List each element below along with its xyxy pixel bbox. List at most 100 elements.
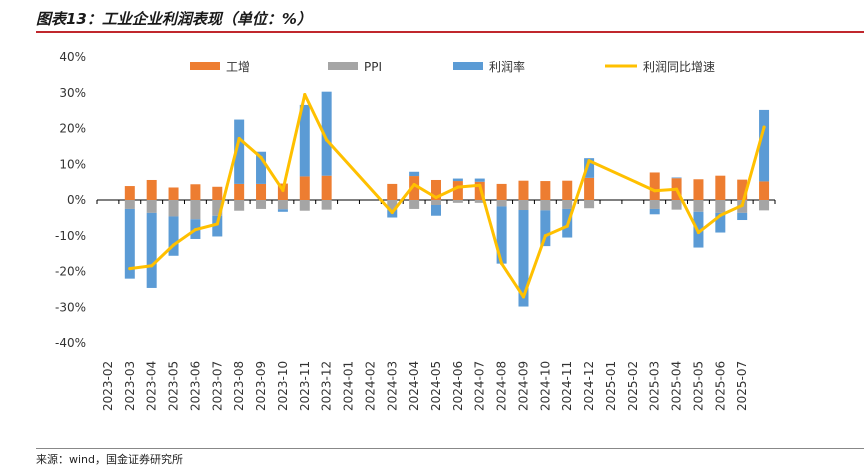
line-point-profit-yoy xyxy=(150,264,154,268)
x-tick-label: 2024-11 xyxy=(560,361,574,411)
x-tick-label: 2023-06 xyxy=(188,361,202,411)
bar-industry-growth xyxy=(299,176,310,200)
x-tick-label: 2023-11 xyxy=(298,361,312,411)
y-tick-label: -40% xyxy=(55,336,86,350)
x-tick-label: 2025-07 xyxy=(735,361,749,411)
bar-ppi xyxy=(431,200,441,206)
bar-profit-margin xyxy=(452,178,463,182)
line-point-profit-yoy xyxy=(281,188,285,192)
bar-industry-growth xyxy=(431,179,441,200)
bar-ppi xyxy=(409,200,420,209)
bar-profit-margin xyxy=(299,104,310,177)
line-point-profit-yoy xyxy=(718,213,722,217)
bar-profit-margin xyxy=(496,206,507,264)
bar-industry-growth xyxy=(146,179,157,200)
chart-title: 图表13：工业企业利润表现（单位：%） xyxy=(36,10,312,28)
line-point-profit-yoy xyxy=(478,183,482,187)
bar-profit-margin xyxy=(124,208,135,279)
line-point-profit-yoy xyxy=(696,230,701,235)
y-tick-label: 0% xyxy=(67,193,86,207)
bar-industry-growth xyxy=(190,184,201,200)
bar-profit-margin xyxy=(431,205,441,216)
line-point-profit-yoy xyxy=(500,262,504,266)
line-profit-yoy xyxy=(128,93,766,299)
bar-profit-margin xyxy=(277,209,288,212)
bar-ppi xyxy=(562,200,573,209)
y-tick-label: 20% xyxy=(59,122,86,136)
bar-ppi xyxy=(387,200,398,211)
line-point-profit-yoy xyxy=(325,138,329,142)
bar-ppi xyxy=(693,200,704,212)
bar-ppi xyxy=(518,200,529,211)
source-note: 来源：wind，国金证券研究所 xyxy=(36,453,184,466)
bar-ppi xyxy=(321,200,332,210)
legend-industry-growth-swatch xyxy=(190,62,220,70)
line-point-profit-yoy xyxy=(171,243,176,247)
y-tick-label: -20% xyxy=(55,265,86,279)
x-tick-label: 2024-03 xyxy=(385,361,399,411)
bar-profit-margin xyxy=(584,158,595,178)
bar-industry-growth xyxy=(496,183,507,200)
bar-ppi xyxy=(584,200,595,209)
x-tick-label: 2024-12 xyxy=(582,361,596,411)
x-tick-label: 2025-06 xyxy=(713,361,727,411)
bar-ppi xyxy=(299,200,310,211)
legend-profit-yoy-label: 利润同比增速 xyxy=(643,60,715,74)
bar-profit-margin xyxy=(474,178,485,182)
bar-ppi xyxy=(277,200,288,210)
x-tick-label: 2023-08 xyxy=(232,361,246,411)
bar-ppi xyxy=(256,200,267,209)
x-tick-label: 2024-01 xyxy=(342,361,356,411)
y-tick-label: 10% xyxy=(59,157,86,171)
x-tick-label: 2023-07 xyxy=(210,361,224,411)
x-tick-label: 2023-05 xyxy=(167,361,181,411)
bar-ppi xyxy=(234,200,245,211)
x-tick-label: 2023-12 xyxy=(320,361,334,411)
line-point-profit-yoy xyxy=(762,125,766,129)
title-rule xyxy=(36,31,864,33)
line-point-profit-yoy xyxy=(412,183,416,187)
bar-industry-growth xyxy=(693,179,704,200)
bar-industry-growth xyxy=(234,183,245,200)
x-tick-label: 2025-01 xyxy=(604,361,618,411)
bar-ppi xyxy=(540,200,551,211)
bar-ppi xyxy=(168,200,179,217)
line-point-profit-yoy xyxy=(215,222,219,226)
legend-profit-margin-label: 利润率 xyxy=(489,59,525,74)
bar-industry-growth xyxy=(759,181,770,200)
legend-profit-margin-swatch xyxy=(453,62,483,70)
bar-industry-growth xyxy=(562,180,573,200)
bar-industry-growth xyxy=(321,175,332,200)
bar-industry-growth xyxy=(409,176,420,200)
bar-profit-margin xyxy=(409,171,420,177)
y-tick-label: -30% xyxy=(55,300,86,314)
bar-ppi xyxy=(452,200,463,203)
line-point-profit-yoy xyxy=(434,195,438,200)
chart: -40% -30% -20% -10% 0% 10% 20% 30% 40% 2023-02 202… xyxy=(55,50,776,411)
bar-industry-growth xyxy=(124,186,135,200)
bar-profit-margin xyxy=(212,215,223,237)
bar-ppi xyxy=(715,200,726,213)
bar-ppi xyxy=(649,200,660,209)
x-tick-label: 2024-06 xyxy=(451,361,465,411)
line-point-profit-yoy xyxy=(565,224,569,228)
line-point-profit-yoy xyxy=(543,234,547,238)
bar-profit-margin xyxy=(256,151,267,184)
bar-ppi xyxy=(124,200,135,209)
x-tick-label: 2024-07 xyxy=(473,361,487,411)
legend-ppi-label: PPI xyxy=(364,60,382,74)
line-point-profit-yoy xyxy=(521,295,526,299)
bar-profit-margin xyxy=(737,212,748,221)
x-tick-label: 2023-03 xyxy=(123,361,137,411)
x-tick-label: 2023-02 xyxy=(101,361,115,411)
y-tick-label: 40% xyxy=(59,50,86,64)
x-tick-label: 2024-09 xyxy=(516,361,530,411)
y-tick-label: 30% xyxy=(59,86,86,100)
bar-ppi xyxy=(474,200,485,203)
x-tick-label: 2025-05 xyxy=(691,361,705,411)
x-tick-label: 2024-08 xyxy=(495,361,509,411)
x-tick-label: 2024-02 xyxy=(363,361,377,411)
bar-ppi xyxy=(671,200,682,210)
line-point-profit-yoy xyxy=(128,267,132,271)
bar-industry-growth xyxy=(540,181,551,200)
